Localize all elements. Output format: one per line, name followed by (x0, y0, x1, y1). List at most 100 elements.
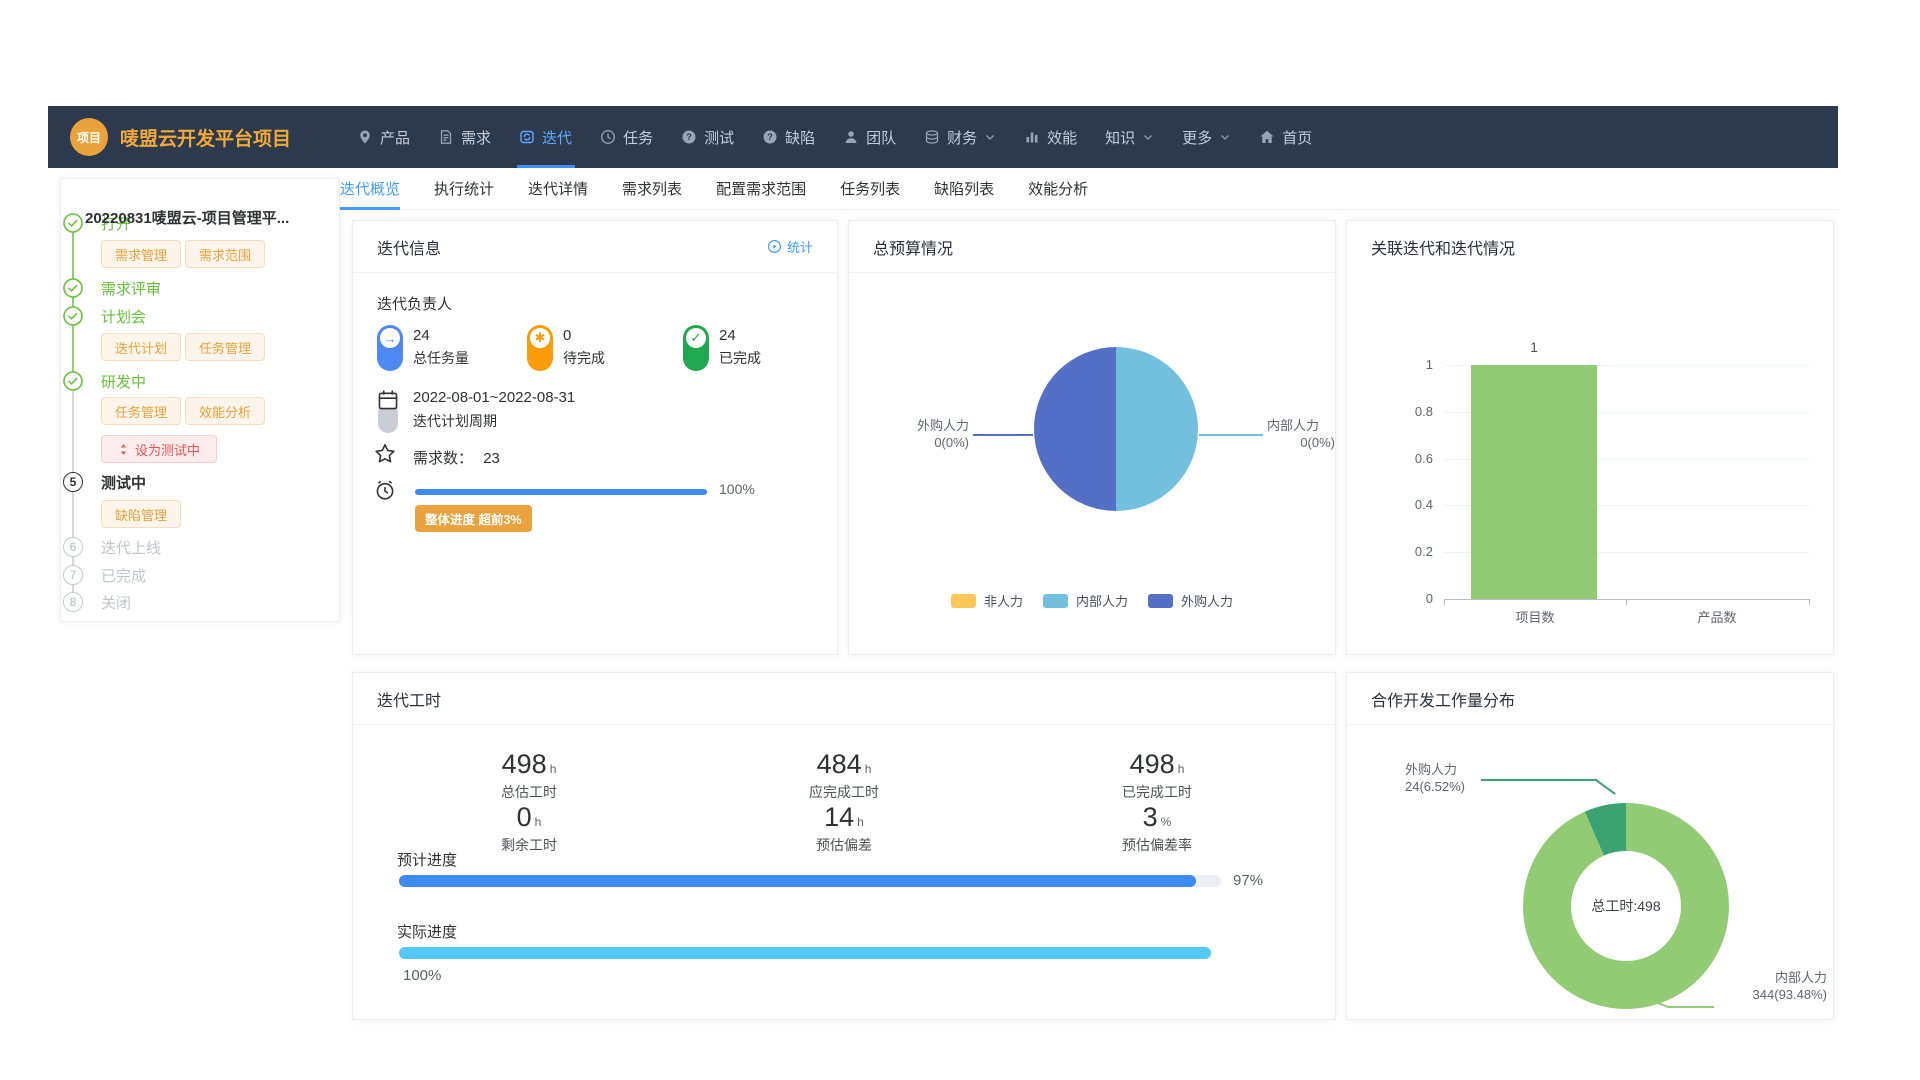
stat-value: 0 (563, 327, 572, 344)
step-online: 迭代上线 (101, 540, 162, 557)
stat-label: 总估工时 (501, 784, 557, 800)
tab-execution-stats[interactable]: 执行统计 (434, 168, 494, 210)
requirement-manage-button[interactable]: 需求管理 (101, 240, 181, 268)
nav-label: 迭代 (542, 129, 573, 147)
statistics-link[interactable]: 统计 (767, 237, 813, 256)
chevron-down-icon (1219, 131, 1231, 143)
step-number-icon: 5 (63, 472, 83, 492)
x-axis-tickmark (1626, 600, 1627, 605)
pie-label-value: 0(0%) (934, 435, 969, 450)
tab-performance-analysis[interactable]: 效能分析 (1028, 168, 1088, 210)
completed-pill-icon: ✓ (683, 325, 709, 371)
star-icon (374, 443, 396, 465)
card-title: 关联迭代和迭代情况 (1371, 241, 1516, 258)
clock-icon (600, 129, 616, 145)
card-header: 合作开发工作量分布 (1347, 673, 1833, 725)
iteration-plan-button[interactable]: 迭代计划 (101, 333, 181, 361)
nav-label: 需求 (461, 129, 492, 147)
nav-item-product[interactable]: 产品 (343, 106, 424, 168)
nav-item-team[interactable]: 团队 (829, 106, 910, 168)
stat-unit: h (857, 815, 864, 829)
arrow-right-icon: → (380, 328, 400, 348)
y-axis-tick: 0 (1425, 591, 1433, 606)
nav-label: 首页 (1282, 129, 1313, 147)
nav-item-home[interactable]: 首页 (1245, 106, 1326, 168)
iteration-name-title: 20220831唛盟云-项目管理平... (85, 210, 290, 227)
donut-label-name: 内部人力 (1774, 970, 1827, 985)
pending-pill-icon: ✱ (527, 325, 553, 371)
completed-stat: 24 已完成 (719, 325, 761, 369)
nav-item-defect[interactable]: ? 缺陷 (748, 106, 829, 168)
tab-iteration-overview[interactable]: 迭代概览 (340, 168, 401, 210)
nav-item-more[interactable]: 更多 (1168, 106, 1245, 168)
performance-analysis-button[interactable]: 效能分析 (185, 397, 265, 425)
tab-label: 缺陷列表 (934, 181, 995, 198)
nav-item-performance[interactable]: 效能 (1010, 106, 1091, 168)
tab-iteration-detail[interactable]: 迭代详情 (528, 168, 588, 210)
tab-defect-list[interactable]: 缺陷列表 (934, 168, 994, 210)
tab-label: 任务列表 (840, 181, 901, 198)
project-count-bar[interactable] (1471, 365, 1597, 599)
demand-count-label: 需求数： (413, 450, 474, 467)
donut-center-text: 总工时:498 (1571, 851, 1681, 961)
budget-pie-chart[interactable] (1034, 347, 1198, 511)
legend-item-outsource[interactable]: 外购人力 (1148, 591, 1233, 610)
location-icon (357, 129, 373, 145)
task-manage-button[interactable]: 任务管理 (185, 333, 265, 361)
tab-label: 效能分析 (1028, 181, 1089, 198)
x-axis-line (1444, 599, 1810, 600)
tab-label: 迭代详情 (528, 181, 589, 198)
legend-item-internal[interactable]: 内部人力 (1042, 591, 1128, 610)
demand-count-row: 需求数： 23 (413, 447, 500, 468)
project-title: 唛盟云开发平台项目 (120, 128, 292, 150)
sunburst-icon: ✱ (530, 328, 550, 348)
tab-label: 迭代概览 (340, 181, 401, 198)
alarm-clock-icon (374, 479, 396, 501)
set-testing-button[interactable]: 设为测试中 (101, 435, 217, 463)
tab-config-requirement-scope[interactable]: 配置需求范围 (716, 168, 806, 210)
nav-item-requirement[interactable]: 需求 (424, 106, 505, 168)
legend-swatch (1042, 593, 1068, 608)
nav-label: 产品 (380, 129, 411, 147)
x-category-label: 产品数 (1697, 610, 1737, 625)
nav-item-test[interactable]: ? 测试 (667, 106, 748, 168)
demand-count-value: 23 (483, 450, 500, 467)
requirement-scope-button[interactable]: 需求范围 (185, 240, 265, 268)
expected-progress-fill (399, 875, 1197, 887)
stat-label: 待完成 (563, 350, 605, 366)
nav-item-iteration[interactable]: 迭代 (505, 106, 586, 168)
top-navbar: 项目 唛盟云开发平台项目 产品 需求 迭代 任务 ? 测试 (48, 106, 1838, 168)
tab-active-underline (340, 206, 401, 210)
question-icon: ? (762, 129, 778, 145)
stat-label: 预估偏差率 (1122, 837, 1192, 853)
nav-item-finance[interactable]: 财务 (910, 106, 1010, 168)
gridline (1444, 505, 1809, 506)
svg-text:?: ? (767, 132, 773, 142)
tab-task-list[interactable]: 任务列表 (840, 168, 900, 210)
gray-capsule (378, 403, 398, 433)
stat-unit: % (1160, 815, 1172, 829)
card-header: 迭代信息 统计 (353, 221, 837, 273)
legend-item-nonhuman[interactable]: 非人力 (950, 591, 1023, 610)
card-title: 总预算情况 (873, 240, 954, 258)
step-number-icon: 8 (63, 592, 83, 612)
legend-swatch (1148, 593, 1173, 608)
nav-label: 测试 (704, 129, 735, 147)
tab-requirement-list[interactable]: 需求列表 (622, 168, 682, 210)
nav-item-task[interactable]: 任务 (586, 106, 667, 168)
nav-item-knowledge[interactable]: 知识 (1091, 106, 1168, 168)
tab-label: 需求列表 (622, 181, 683, 198)
donut-label-value: 344(93.48%) (1752, 987, 1827, 1002)
task-manage-button[interactable]: 任务管理 (101, 397, 181, 425)
legend-label: 内部人力 (1075, 594, 1128, 609)
workload-donut-chart[interactable]: 总工时:498 (1523, 803, 1729, 1009)
defect-manage-button[interactable]: 缺陷管理 (101, 500, 181, 528)
budget-card: 总预算情况 外购人力 0(0%) 内部人力 0(0%) 非人力 内部人力 外购人… (848, 220, 1336, 655)
step-testing: 测试中 (101, 475, 147, 492)
step-finished: 已完成 (101, 568, 147, 585)
check-circle-icon (63, 306, 83, 326)
expected-progress-percent: 97% (1233, 872, 1264, 889)
timeline-done-segment (72, 223, 74, 381)
donut-label-value: 24(6.52%) (1405, 779, 1465, 794)
nav-label: 知识 (1105, 129, 1136, 147)
